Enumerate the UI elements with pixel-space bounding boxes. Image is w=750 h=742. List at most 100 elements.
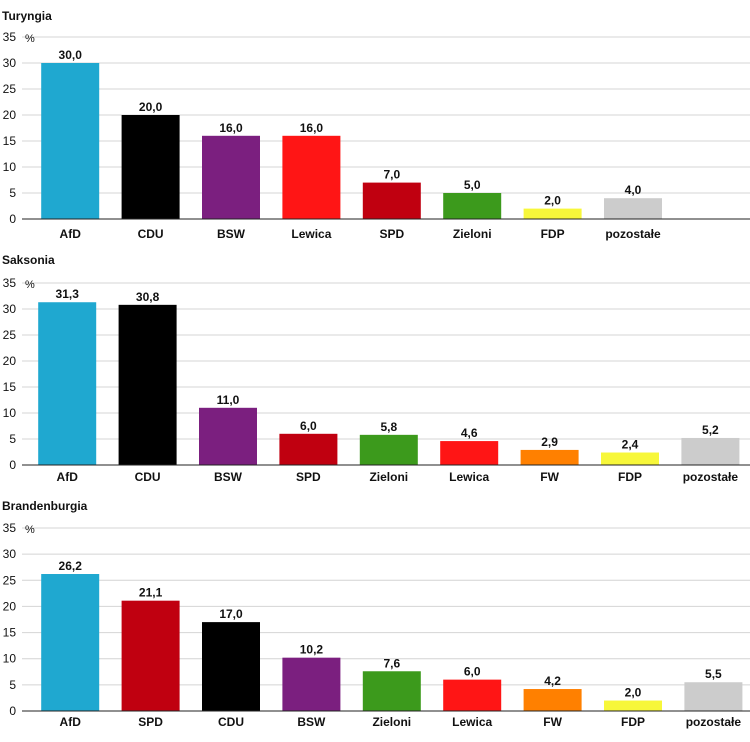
- bar-fw: [520, 449, 579, 465]
- category-label: FDP: [541, 227, 565, 241]
- category-label: AfD: [57, 470, 79, 484]
- category-label: BSW: [297, 715, 326, 729]
- y-tick-label: 35: [3, 276, 17, 290]
- category-label: Lewica: [449, 470, 489, 484]
- y-tick-label: 20: [3, 354, 17, 368]
- bar-fdp: [604, 700, 662, 711]
- value-label: 5,2: [702, 423, 719, 437]
- bar-zieloni: [359, 434, 418, 465]
- bar-fw: [523, 689, 582, 711]
- value-label: 5,5: [705, 667, 722, 681]
- bar-spd: [362, 182, 421, 219]
- value-label: 30,8: [136, 290, 160, 304]
- bar-pozosta-e: [684, 682, 743, 711]
- bar-lewica: [440, 441, 499, 465]
- category-label: FDP: [618, 470, 642, 484]
- category-label: FW: [543, 715, 562, 729]
- value-label: 7,0: [383, 168, 400, 182]
- bar-afd: [41, 63, 100, 219]
- bar-lewica: [443, 679, 502, 711]
- value-label: 16,0: [219, 121, 243, 135]
- value-label: 6,0: [300, 419, 317, 433]
- y-tick-label: 35: [3, 521, 17, 535]
- bar-afd: [41, 574, 100, 711]
- y-tick-label: 5: [9, 432, 16, 446]
- bar-zieloni: [443, 193, 502, 219]
- value-label: 6,0: [464, 665, 481, 679]
- category-label: AfD: [60, 715, 82, 729]
- category-label: Zieloni: [369, 470, 408, 484]
- category-label: Lewica: [291, 227, 331, 241]
- category-label: FW: [540, 470, 559, 484]
- category-label: SPD: [296, 470, 321, 484]
- category-label: CDU: [218, 715, 244, 729]
- value-label: 2,0: [544, 194, 561, 208]
- category-label: SPD: [138, 715, 163, 729]
- y-tick-label: 0: [9, 704, 16, 718]
- value-label: 10,2: [300, 643, 324, 657]
- y-tick-label: 25: [3, 82, 17, 96]
- value-label: 31,3: [56, 287, 80, 301]
- value-label: 16,0: [300, 121, 324, 135]
- y-tick-label: 0: [9, 212, 16, 226]
- bar-fdp: [523, 208, 582, 219]
- bar-fdp: [601, 452, 659, 465]
- chart-title: Brandenburgia: [2, 499, 88, 513]
- value-label: 26,2: [59, 559, 83, 573]
- category-label: BSW: [214, 470, 243, 484]
- bar-lewica: [282, 135, 341, 219]
- category-label: pozostałe: [683, 470, 739, 484]
- bar-zieloni: [362, 671, 421, 711]
- value-label: 2,9: [541, 435, 558, 449]
- value-label: 2,4: [622, 438, 639, 452]
- y-tick-label: 30: [3, 56, 17, 70]
- value-label: 17,0: [219, 607, 243, 621]
- unit-label: %: [25, 524, 35, 536]
- bar-spd: [121, 600, 180, 711]
- bar-pozosta-e: [681, 437, 740, 465]
- bar-pozosta-e: [604, 198, 662, 219]
- value-label: 7,6: [383, 656, 400, 670]
- chart-title: Saksonia: [2, 253, 55, 267]
- value-label: 5,8: [380, 420, 397, 434]
- y-tick-label: 10: [3, 160, 17, 174]
- value-label: 4,2: [544, 674, 561, 688]
- value-label: 20,0: [139, 100, 163, 114]
- y-tick-label: 25: [3, 573, 17, 587]
- y-tick-label: 10: [3, 652, 17, 666]
- y-tick-label: 0: [9, 458, 16, 472]
- value-label: 30,0: [59, 48, 83, 62]
- chart-title: Turyngia: [2, 9, 52, 23]
- y-tick-label: 20: [3, 108, 17, 122]
- value-label: 4,6: [461, 426, 478, 440]
- category-label: pozostałe: [686, 715, 742, 729]
- bar-spd: [279, 433, 338, 465]
- y-tick-label: 30: [3, 547, 17, 561]
- unit-label: %: [25, 33, 35, 45]
- unit-label: %: [25, 279, 35, 291]
- y-tick-label: 10: [3, 406, 17, 420]
- bar-bsw: [282, 657, 341, 711]
- category-label: FDP: [621, 715, 645, 729]
- y-tick-label: 15: [3, 380, 17, 394]
- y-tick-label: 25: [3, 328, 17, 342]
- y-tick-label: 35: [3, 30, 17, 44]
- y-tick-label: 20: [3, 599, 17, 613]
- bar-bsw: [199, 407, 257, 465]
- category-label: CDU: [135, 470, 161, 484]
- category-label: AfD: [60, 227, 82, 241]
- category-label: CDU: [138, 227, 164, 241]
- y-tick-label: 5: [9, 678, 16, 692]
- value-label: 11,0: [217, 393, 240, 407]
- value-label: 21,1: [139, 586, 163, 600]
- category-label: Zieloni: [453, 227, 492, 241]
- y-tick-label: 30: [3, 302, 17, 316]
- bar-bsw: [202, 135, 260, 219]
- bar-cdu: [202, 622, 260, 711]
- category-label: Zieloni: [372, 715, 411, 729]
- bar-cdu: [118, 304, 177, 465]
- category-label: BSW: [217, 227, 246, 241]
- y-tick-label: 5: [9, 186, 16, 200]
